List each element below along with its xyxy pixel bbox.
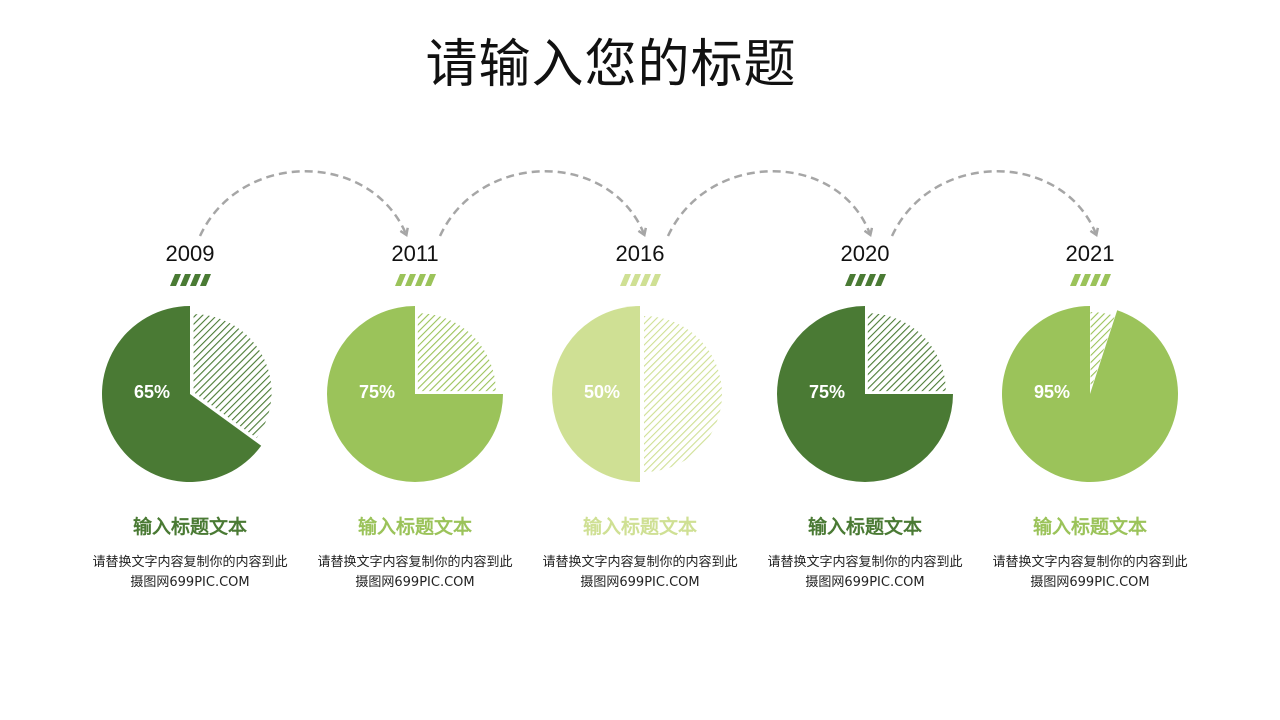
pie-value-slice	[777, 306, 953, 482]
description-line: 请替换文字内容复制你的内容到此	[317, 555, 513, 570]
pie-value-slice	[1002, 306, 1178, 483]
arrow-4	[890, 170, 1096, 236]
percent-label: 75%	[359, 382, 395, 402]
percent-label: 50%	[584, 382, 620, 402]
arrow-1	[198, 170, 406, 236]
item-heading: 输入标题文本	[132, 516, 247, 538]
timeline-item: 2016 50% 输入标题文本请替换文字内容复制你的内容到此 摄图网699PIC.CO…	[525, 240, 755, 593]
timeline-item: 2021 95% 输入标题文本请替换文字内容复制你的内容到此 摄图网699PIC.CO…	[975, 240, 1205, 593]
description-line: 请替换文字内容复制你的内容到此	[767, 555, 963, 570]
description-line: 摄图网699PIC.COM	[580, 575, 700, 590]
stripe-marker	[1070, 274, 1111, 286]
item-description: 请替换文字内容复制你的内容到此 摄图网699PIC.COM	[975, 553, 1205, 593]
pie-remainder-slice	[417, 313, 496, 392]
stripe-marker	[395, 274, 436, 286]
pie-chart: 50%	[552, 306, 722, 482]
year-label: 2016	[615, 241, 665, 266]
pie-remainder-slice	[1090, 312, 1115, 391]
item-heading: 输入标题文本	[582, 516, 697, 538]
description-line: 请替换文字内容复制你的内容到此	[992, 555, 1188, 570]
pie-chart: 65%	[102, 306, 272, 482]
description-line: 摄图网699PIC.COM	[130, 575, 250, 590]
page-title: 请输入您的标题	[425, 35, 797, 95]
stripe-marker	[845, 274, 886, 286]
arrow-3	[666, 170, 870, 236]
item-description: 请替换文字内容复制你的内容到此 摄图网699PIC.COM	[750, 553, 980, 593]
timeline-item: 2009 65% 输入标题文本请替换文字内容复制你的内容到此 摄图网699PIC.CO…	[75, 240, 305, 593]
year-label: 2020	[840, 241, 890, 266]
year-label: 2009	[165, 241, 215, 266]
pie-chart: 95%	[1002, 306, 1178, 483]
item-description: 请替换文字内容复制你的内容到此 摄图网699PIC.COM	[75, 553, 305, 593]
pie-value-slice	[327, 306, 503, 482]
description-line: 摄图网699PIC.COM	[805, 575, 925, 590]
percent-label: 65%	[134, 382, 170, 402]
item-description: 请替换文字内容复制你的内容到此 摄图网699PIC.COM	[300, 553, 530, 593]
pie-chart: 75%	[327, 306, 503, 482]
item-description: 请替换文字内容复制你的内容到此 摄图网699PIC.COM	[525, 553, 755, 593]
item-heading: 输入标题文本	[807, 516, 922, 538]
percent-label: 95%	[1034, 382, 1070, 402]
timeline-item: 2011 75% 输入标题文本请替换文字内容复制你的内容到此 摄图网699PIC.CO…	[300, 240, 530, 593]
item-heading: 输入标题文本	[357, 516, 472, 538]
description-line: 请替换文字内容复制你的内容到此	[542, 555, 738, 570]
timeline-item: 2020 75% 输入标题文本请替换文字内容复制你的内容到此 摄图网699PIC.CO…	[750, 240, 980, 593]
year-label: 2021	[1065, 241, 1115, 266]
pie-remainder-slice	[644, 316, 722, 472]
percent-label: 75%	[809, 382, 845, 402]
pie-value-slice	[552, 306, 640, 482]
stripe-marker	[620, 274, 661, 286]
pie-remainder-slice	[193, 314, 272, 439]
arrow-2	[438, 170, 644, 236]
description-line: 摄图网699PIC.COM	[355, 575, 475, 590]
item-heading: 输入标题文本	[1032, 516, 1147, 538]
description-line: 摄图网699PIC.COM	[1030, 575, 1150, 590]
stripe-marker	[170, 274, 211, 286]
pie-remainder-slice	[867, 313, 946, 392]
description-line: 请替换文字内容复制你的内容到此	[92, 555, 288, 570]
pie-chart: 75%	[777, 306, 953, 482]
pie-value-slice	[102, 306, 262, 482]
year-label: 2011	[391, 241, 439, 266]
